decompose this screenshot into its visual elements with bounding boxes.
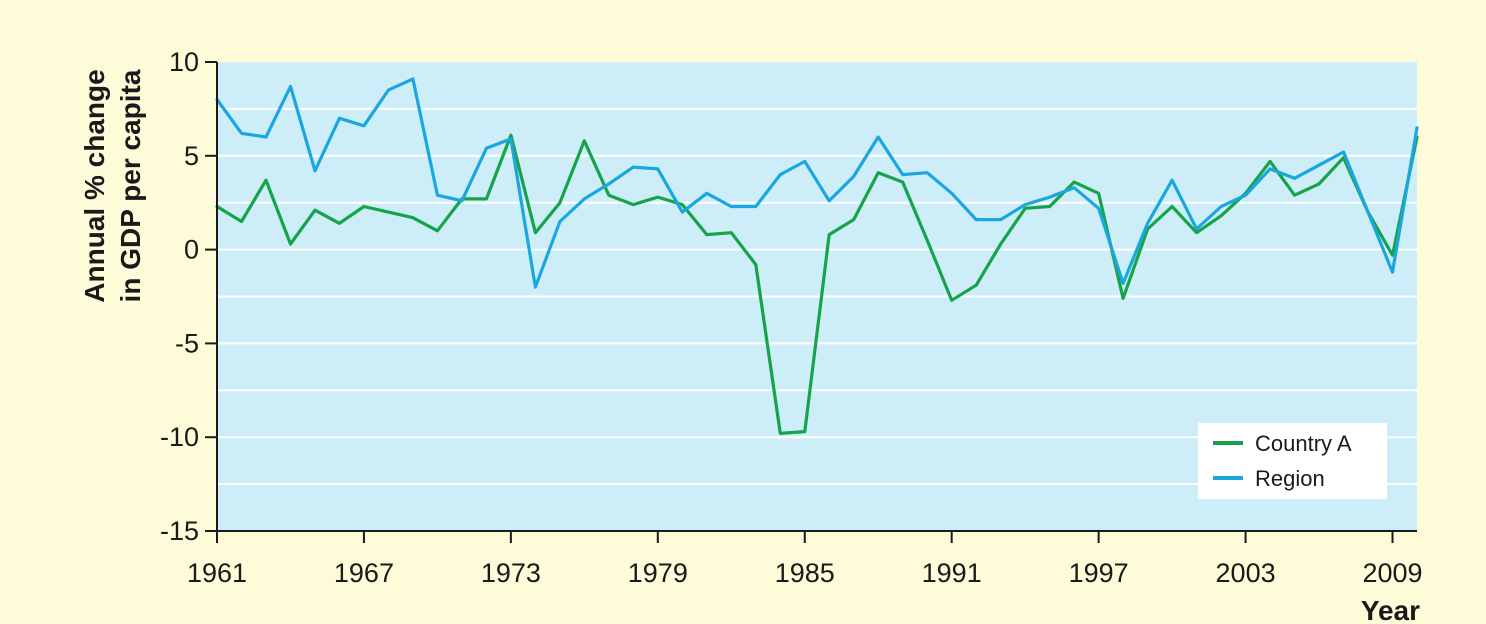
x-tick-label: 2009 bbox=[1362, 558, 1422, 588]
y-tick-label: 0 bbox=[184, 235, 199, 265]
y-tick-label: -5 bbox=[175, 328, 199, 358]
y-tick-label: -10 bbox=[160, 422, 199, 452]
y-tick-label: -15 bbox=[160, 516, 199, 546]
x-tick-label: 2003 bbox=[1216, 558, 1276, 588]
x-tick-label: 1973 bbox=[481, 558, 541, 588]
gridlines bbox=[217, 107, 1417, 486]
y-tick-label: 5 bbox=[184, 141, 199, 171]
series-line-region bbox=[215, 77, 1419, 289]
tick-labels: 10 5 0 -5 -10 -15 1961 1967 1973 1979 1985 1991 1997… bbox=[160, 47, 1423, 588]
legend-box bbox=[1198, 423, 1387, 499]
x-tick-label: 1991 bbox=[922, 558, 982, 588]
y-axis-title-line-1: Annual % change bbox=[79, 69, 110, 302]
y-tick-label: 10 bbox=[169, 47, 199, 77]
axes bbox=[205, 61, 1417, 543]
y-axis-title-line-2: in GDP per capita bbox=[115, 69, 146, 302]
x-axis-title: Year bbox=[1361, 595, 1420, 624]
legend: Country A Region bbox=[1198, 423, 1387, 499]
legend-label-region: Region bbox=[1255, 466, 1325, 491]
x-tick-label: 1997 bbox=[1069, 558, 1129, 588]
legend-label-country-a: Country A bbox=[1255, 431, 1352, 456]
x-tick-label: 1967 bbox=[334, 558, 394, 588]
series-line-country-a bbox=[215, 133, 1419, 435]
y-axis-title: Annual % change in GDP per capita bbox=[79, 69, 146, 303]
x-tick-label: 1961 bbox=[187, 558, 247, 588]
x-tick-label: 1985 bbox=[775, 558, 835, 588]
series-group bbox=[215, 77, 1419, 435]
x-tick-label: 1979 bbox=[628, 558, 688, 588]
